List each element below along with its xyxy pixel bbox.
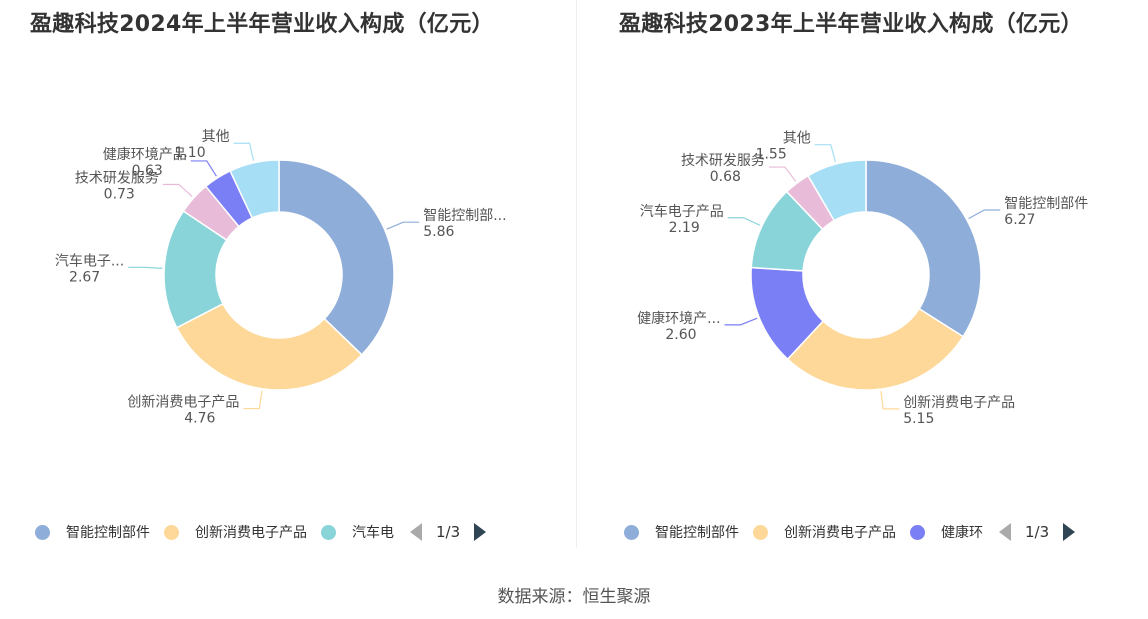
legend-pager: 1/3 [410,523,487,541]
slice-value-label: 4.76 [184,411,215,427]
legend-label: 汽车电 [352,525,394,541]
slice-name-label: 其他 [783,131,811,147]
slice-value-label: 5.86 [423,224,454,240]
slice-value-label: 0.68 [710,169,741,185]
slice-value-label: 0.73 [104,186,135,202]
slice-name-label: 智能控制部... [423,208,506,224]
leader-line [880,390,900,410]
donut-slice-2[interactable] [175,302,363,391]
legend-dot-icon [35,524,50,540]
donut-slice-6[interactable] [229,159,280,219]
legend: 智能控制部件 创新消费电子产品 汽车电 1/3 [35,520,487,544]
leader-line [724,317,758,326]
panel-divider [576,0,577,548]
legend-item-2[interactable]: 创新消费电子产品 [164,522,307,542]
triangle-right-icon[interactable] [1063,523,1076,541]
leader-line [386,221,420,230]
chart-title: 盈趣科技2023年上半年营业收入构成（亿元） [619,12,1083,37]
leader-line [768,166,797,182]
slice-value-label: 1.10 [174,145,205,161]
leader-line [814,144,837,163]
legend-item-1[interactable]: 智能控制部件 [35,522,150,542]
legend-label: 创新消费电子产品 [784,525,896,541]
slice-value-label: 2.60 [665,327,696,343]
slice-value-label: 5.15 [903,411,934,427]
slice-name-label: 技术研发服务 [75,170,159,186]
slice-name-label: 创新消费电子产品 [903,395,1015,411]
legend-item-1[interactable]: 智能控制部件 [624,522,739,542]
leader-line [190,160,217,177]
leader-line [727,217,761,226]
leader-line [128,266,163,269]
slice-value-label: 1.55 [756,147,787,163]
donut-slice-1[interactable] [278,159,395,356]
donut-slice-1[interactable] [865,159,982,338]
legend-label: 智能控制部件 [655,525,739,541]
slice-value-label: 0.63 [132,163,163,179]
triangle-right-icon[interactable] [474,523,487,541]
legend-label: 创新消费电子产品 [195,525,307,541]
slice-name-label: 健康环境产... [637,310,720,327]
leader-line [968,209,1001,220]
legend: 智能控制部件 创新消费电子产品 健康环 1/3 [624,520,1076,544]
legend-page-indicator: 1/3 [1025,523,1050,541]
slice-name-label: 健康环境产品 [103,146,187,163]
chart-panel-2024: 盈趣科技2024年上半年营业收入构成（亿元） 智能控制部... 5.86 创新消费电… [0,0,574,555]
legend-item-3[interactable]: 健康环 [910,522,983,542]
triangle-left-icon[interactable] [999,523,1011,541]
slice-value-label: 2.67 [69,269,100,285]
data-source-note: 数据来源：恒生聚源 [497,587,651,607]
slice-name-label: 智能控制部件 [1004,196,1088,212]
slice-value-label: 6.27 [1004,212,1035,228]
legend-dot-icon [321,524,336,540]
leader-line [243,390,263,410]
legend-item-2[interactable]: 创新消费电子产品 [753,522,896,542]
slice-name-label: 技术研发服务 [681,153,765,169]
slice-value-label: 2.19 [669,220,700,236]
slice-name-label: 创新消费电子产品 [127,395,239,411]
legend-dot-icon [753,524,768,540]
chart-panel-2023: 盈趣科技2023年上半年营业收入构成（亿元） 智能控制部件 6.27 创新消费电子产… [587,0,1148,555]
legend-dot-icon [910,524,925,540]
legend-page-indicator: 1/3 [436,523,461,541]
legend-label: 健康环 [941,525,983,541]
leader-line [162,183,193,197]
legend-label: 智能控制部件 [66,525,150,541]
slice-name-label: 汽车电子... [55,252,124,269]
donut-slice-6[interactable] [807,159,867,222]
donut-slice-2[interactable] [786,307,965,391]
legend-dot-icon [624,524,639,540]
legend-pager: 1/3 [999,523,1076,541]
slice-name-label: 其他 [202,129,230,145]
triangle-left-icon[interactable] [410,523,422,541]
legend-item-3[interactable]: 汽车电 [321,522,394,542]
chart-title: 盈趣科技2024年上半年营业收入构成（亿元） [30,12,494,37]
slice-name-label: 汽车电子产品 [640,203,724,220]
leader-line [233,142,255,161]
legend-dot-icon [164,524,179,540]
